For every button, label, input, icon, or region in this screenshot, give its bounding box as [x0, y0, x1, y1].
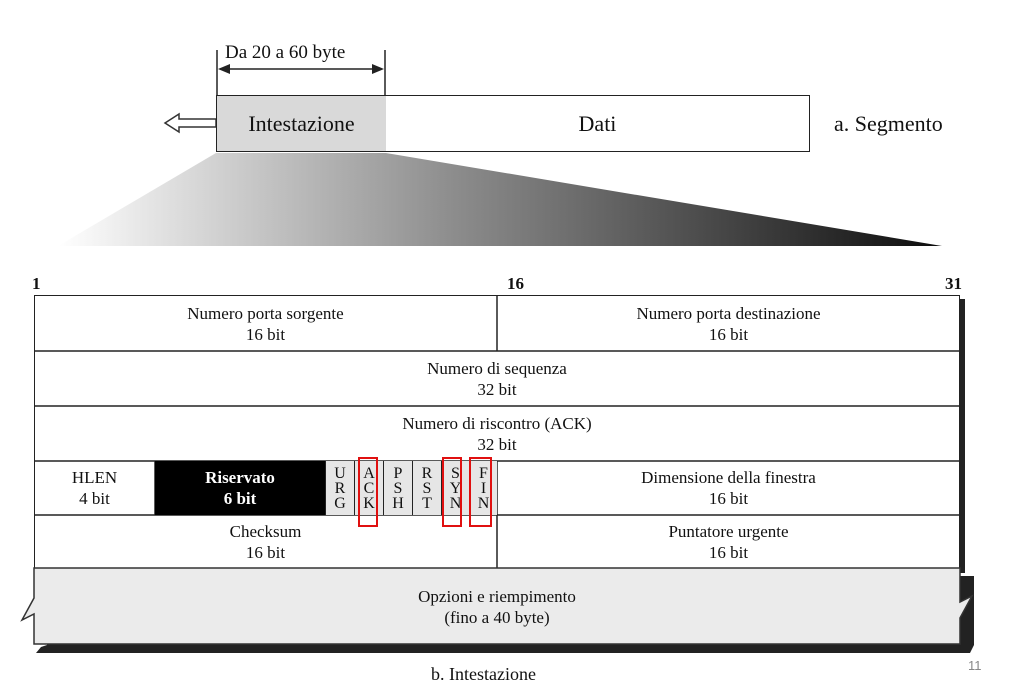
- dest-port-size: 16 bit: [708, 325, 749, 344]
- segment-diagram: Da 20 a 60 byte Intestazione Dati a. Seg…: [0, 0, 1018, 160]
- sequence-number-field: Numero di sequenza 32 bit: [34, 351, 960, 406]
- hlen-name: HLEN: [71, 468, 118, 487]
- window-size-name: Dimensione della finestra: [641, 468, 816, 487]
- syn-flag-highlight: [442, 457, 462, 527]
- ack-number-field: Numero di riscontro (ACK) 32 bit: [34, 406, 960, 461]
- dest-port-field: Numero porta destinazione 16 bit: [497, 297, 960, 351]
- segment-data-box: Dati: [386, 95, 810, 152]
- urgent-pointer-name: Puntatore urgente: [668, 522, 789, 541]
- options-shape: [20, 567, 974, 653]
- window-size-field: Dimensione della finestra 16 bit: [497, 461, 960, 515]
- bit-label-start: 1: [32, 274, 41, 293]
- reserved-size: 6 bit: [223, 489, 257, 508]
- bit-label-end: 31: [945, 274, 962, 293]
- bit-label-mid: 16: [507, 274, 524, 293]
- sequence-number-name: Numero di sequenza: [427, 358, 567, 378]
- urgent-pointer-field: Puntatore urgente 16 bit: [497, 515, 960, 569]
- ack-number-size: 32 bit: [477, 434, 517, 454]
- hlen-field: HLEN 4 bit: [34, 461, 155, 515]
- zoom-projection: [58, 153, 942, 246]
- source-port-size: 16 bit: [245, 325, 286, 344]
- ack-number-name: Numero di riscontro (ACK): [402, 413, 592, 433]
- options-size: (fino a 40 byte): [444, 608, 550, 627]
- size-bracket: [216, 50, 386, 96]
- source-port-name: Numero porta sorgente: [187, 304, 344, 323]
- segment-header-box: Intestazione: [216, 95, 387, 152]
- sequence-number-size: 32 bit: [477, 379, 517, 399]
- size-label: Da 20 a 60 byte: [225, 42, 346, 63]
- options-name: Opzioni e riempimento: [418, 587, 576, 606]
- window-size-size: 16 bit: [708, 489, 749, 508]
- options-field: Opzioni e riempimento (fino a 40 byte): [34, 569, 960, 645]
- segment-caption: a. Segmento: [834, 111, 943, 136]
- fin-flag-highlight: [469, 457, 492, 527]
- source-port-field: Numero porta sorgente 16 bit: [34, 297, 497, 351]
- ack-flag-highlight: [358, 457, 378, 527]
- urgent-pointer-size: 16 bit: [708, 543, 749, 562]
- page-number: 11: [968, 658, 982, 673]
- hlen-size: 4 bit: [79, 489, 110, 508]
- checksum-size: 16 bit: [245, 543, 286, 562]
- reserved-name: Riservato: [205, 468, 275, 487]
- header-caption: b. Intestazione: [431, 664, 536, 684]
- checksum-name: Checksum: [229, 522, 302, 541]
- reserved-field: Riservato 6 bit: [155, 461, 325, 515]
- checksum-field: Checksum 16 bit: [34, 515, 497, 569]
- dest-port-name: Numero porta destinazione: [636, 304, 821, 323]
